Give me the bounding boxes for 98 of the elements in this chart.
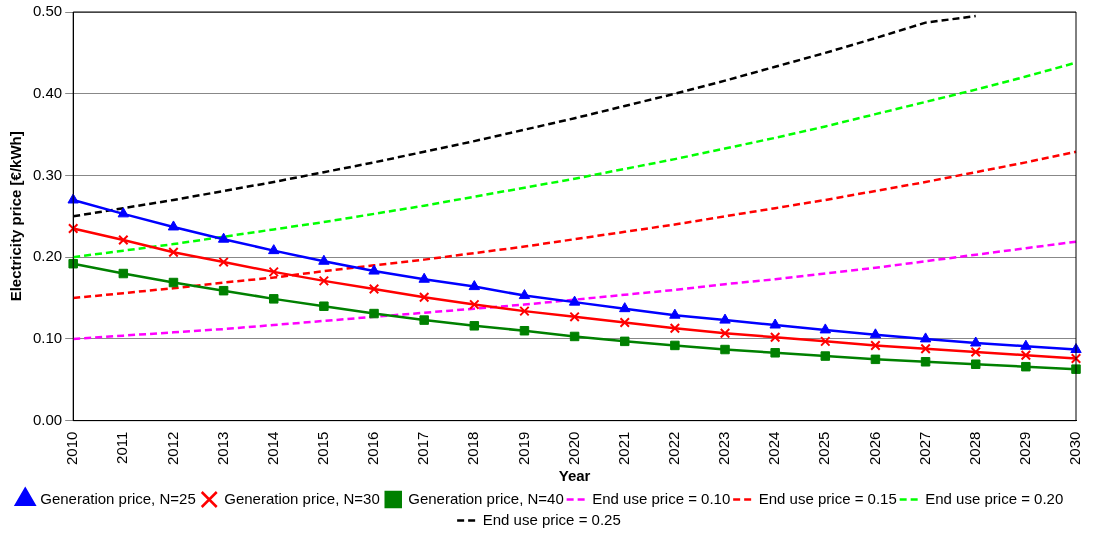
point [920,357,931,367]
point [719,313,731,324]
x-tick-label: 2012 [163,431,181,466]
point [217,232,230,243]
point [218,285,229,296]
x-tick-label: 2015 [314,431,332,466]
point [67,193,79,204]
point [1071,364,1081,374]
point [919,332,932,343]
x-tick-label: 2014 [263,431,281,466]
point [468,280,481,291]
y-tick-label: 0.00 [32,410,63,428]
point [619,317,630,328]
point [318,254,330,265]
point [870,354,881,365]
x-tick-label: 2025 [815,431,833,466]
legend-label: Generation price, N=40 [408,489,564,507]
x-tick-label: 2029 [1016,431,1033,466]
y-tick-label: 0.20 [32,247,63,265]
y-tick-label: 0.10 [32,329,63,347]
y-axis-title: Electricity price [€/kWh] [7,131,25,302]
point [68,258,78,269]
x-tick-label: 2022 [665,431,683,466]
x-tick-label: 2018 [464,431,482,466]
legend-label: End use price = 0.10 [592,489,731,507]
point [519,305,530,317]
y-tick-label: 0.30 [32,165,63,183]
x-axis-title: Year [558,467,591,485]
point [820,336,831,347]
point [67,223,79,234]
point [1070,353,1082,364]
point [869,328,882,339]
point [269,294,279,304]
legend-label: End use price = 0.15 [758,489,897,507]
point [970,359,981,369]
legend-label: End use price = 0.20 [925,489,1064,507]
x-tick-label: 2016 [364,431,382,466]
point [167,220,180,231]
legend-label: Generation price, N=25 [40,489,196,507]
point [218,256,229,268]
point [568,295,581,306]
point [368,264,380,275]
y-tick-label: 0.50 [32,2,63,20]
point [619,302,631,313]
legend-label: End use price = 0.25 [482,510,621,528]
point [168,277,179,288]
point [769,318,781,329]
y-tick-label: 0.40 [32,83,63,101]
point [569,331,580,342]
x-tick-label: 2028 [965,431,983,466]
x-tick-label: 2011 [113,431,131,464]
point [670,340,680,351]
point [418,272,430,283]
point [519,325,530,336]
x-tick-label: 2030 [1066,431,1084,466]
point [319,301,329,311]
point [469,299,480,310]
point [870,340,881,351]
point [669,323,681,334]
point [369,308,379,319]
x-tick-label: 2027 [915,431,933,466]
point [168,247,179,258]
point [518,289,531,300]
point [268,266,279,278]
point [719,327,731,339]
point [820,351,831,361]
point [1020,339,1032,350]
x-tick-label: 2010 [63,431,81,466]
point [268,244,280,255]
x-tick-label: 2013 [213,431,231,466]
point [469,321,480,331]
point [118,234,129,246]
legend-label: Generation price, N=30 [224,489,380,507]
point [418,291,430,303]
point [769,332,781,343]
point [970,346,981,358]
x-tick-label: 2026 [865,431,883,466]
point [569,311,580,323]
x-tick-label: 2017 [414,431,432,466]
x-tick-label: 2024 [765,431,783,466]
point [620,336,630,347]
point [770,348,780,358]
point [720,344,730,355]
point [669,308,681,319]
x-tick-label: 2019 [514,431,532,466]
x-tick-label: 2023 [715,431,733,466]
point [318,275,330,287]
point [1020,350,1032,361]
point [368,283,380,295]
point [117,207,130,218]
point [419,315,429,325]
point [1021,361,1031,372]
point [819,323,831,334]
point [970,336,982,347]
point [920,343,931,354]
point [118,268,129,279]
x-tick-label: 2021 [614,431,632,466]
x-tick-label: 2020 [564,431,582,466]
